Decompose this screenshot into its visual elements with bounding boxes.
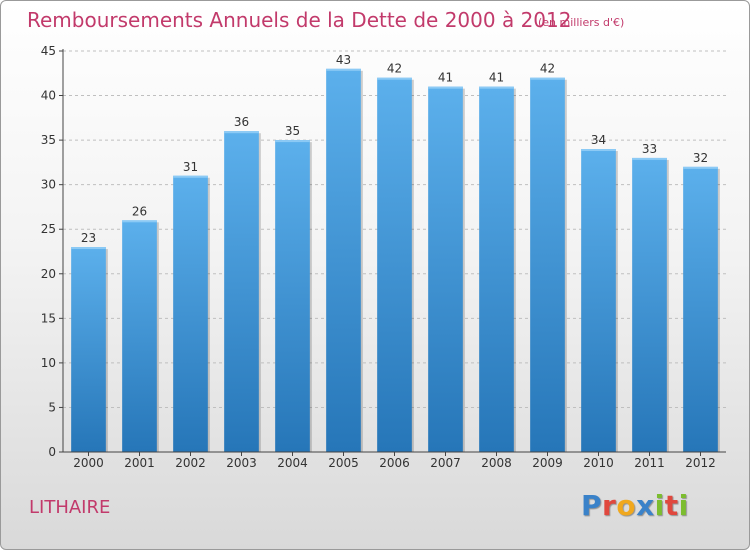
logo-letter: P	[581, 489, 603, 522]
data-labels: 23 26 31 36 35 43 42 41 41 42 34 33 32	[81, 53, 708, 245]
axes: 0 5 10 15 20 25 30 35 40 45 2000 2001 2002 2003 2004 20…	[41, 44, 726, 470]
bar	[173, 175, 208, 452]
data-label: 42	[540, 62, 555, 76]
bar	[377, 77, 412, 452]
bar-highlight	[122, 220, 157, 223]
bar-highlight	[326, 68, 361, 71]
bar	[122, 220, 157, 452]
x-tick-label: 2007	[430, 456, 461, 470]
commune-name: LITHAIRE	[29, 497, 111, 518]
bar-highlight	[530, 77, 565, 80]
bar-highlight	[632, 157, 667, 160]
x-tick-label: 2001	[124, 456, 155, 470]
data-label: 41	[489, 71, 504, 85]
bar	[275, 140, 310, 452]
bar	[428, 86, 463, 453]
y-tick-label: 15	[41, 311, 56, 325]
y-tick-label: 0	[48, 445, 56, 459]
bar	[581, 149, 616, 452]
y-tick-label: 45	[41, 44, 56, 58]
x-tick-label: 2012	[685, 456, 716, 470]
bar-highlight	[275, 140, 310, 143]
bar-highlight	[224, 131, 259, 134]
x-tick-label: 2008	[481, 456, 512, 470]
y-tick-label: 20	[41, 267, 56, 281]
data-label: 34	[591, 133, 606, 147]
data-label: 35	[285, 124, 300, 138]
data-label: 23	[81, 231, 96, 245]
logo-letter: o	[616, 489, 637, 522]
y-tick-label: 30	[41, 178, 56, 192]
bar-highlight	[377, 77, 412, 80]
bar	[632, 157, 667, 452]
logo-letter: t	[664, 489, 679, 522]
x-tick-label: 2006	[379, 456, 410, 470]
x-tick-label: 2010	[583, 456, 614, 470]
x-tick-label: 2002	[175, 456, 206, 470]
bar-highlight	[173, 175, 208, 178]
bar-highlight	[428, 86, 463, 89]
data-label: 41	[438, 71, 453, 85]
logo-letter: i	[654, 489, 665, 522]
x-tick-label: 2004	[277, 456, 308, 470]
y-tick-label: 5	[48, 400, 56, 414]
logo-letter: i	[678, 489, 689, 522]
data-label: 33	[642, 142, 657, 156]
x-tick-label: 2009	[532, 456, 563, 470]
x-tick-label: 2005	[328, 456, 359, 470]
x-tick-label: 2011	[634, 456, 665, 470]
bar-highlight	[71, 247, 106, 250]
data-label: 26	[132, 204, 147, 218]
x-tick-label: 2000	[73, 456, 104, 470]
y-tick-label: 40	[41, 89, 56, 103]
data-label: 32	[693, 151, 708, 165]
data-label: 42	[387, 62, 402, 76]
chart-title: Remboursements Annuels de la Dette de 20…	[27, 8, 572, 32]
chart-subtitle: (en milliers d'€)	[538, 16, 625, 29]
bar-highlight	[479, 86, 514, 89]
proxiti-logo: Proxiti	[581, 489, 689, 522]
bar	[479, 86, 514, 453]
bar	[326, 68, 361, 453]
bar	[683, 166, 718, 452]
bars	[71, 68, 720, 453]
bar	[224, 131, 259, 452]
y-tick-label: 35	[41, 133, 56, 147]
x-tick-label: 2003	[226, 456, 257, 470]
y-tick-label: 10	[41, 356, 56, 370]
bar	[71, 247, 106, 452]
data-label: 43	[336, 53, 351, 67]
bar-highlight	[683, 166, 718, 169]
data-label: 31	[183, 160, 198, 174]
logo-letter: x	[636, 489, 655, 522]
bar	[530, 77, 565, 452]
y-tick-label: 25	[41, 222, 56, 236]
data-label: 36	[234, 115, 249, 129]
bar-highlight	[581, 149, 616, 152]
logo-letter: r	[602, 489, 617, 522]
